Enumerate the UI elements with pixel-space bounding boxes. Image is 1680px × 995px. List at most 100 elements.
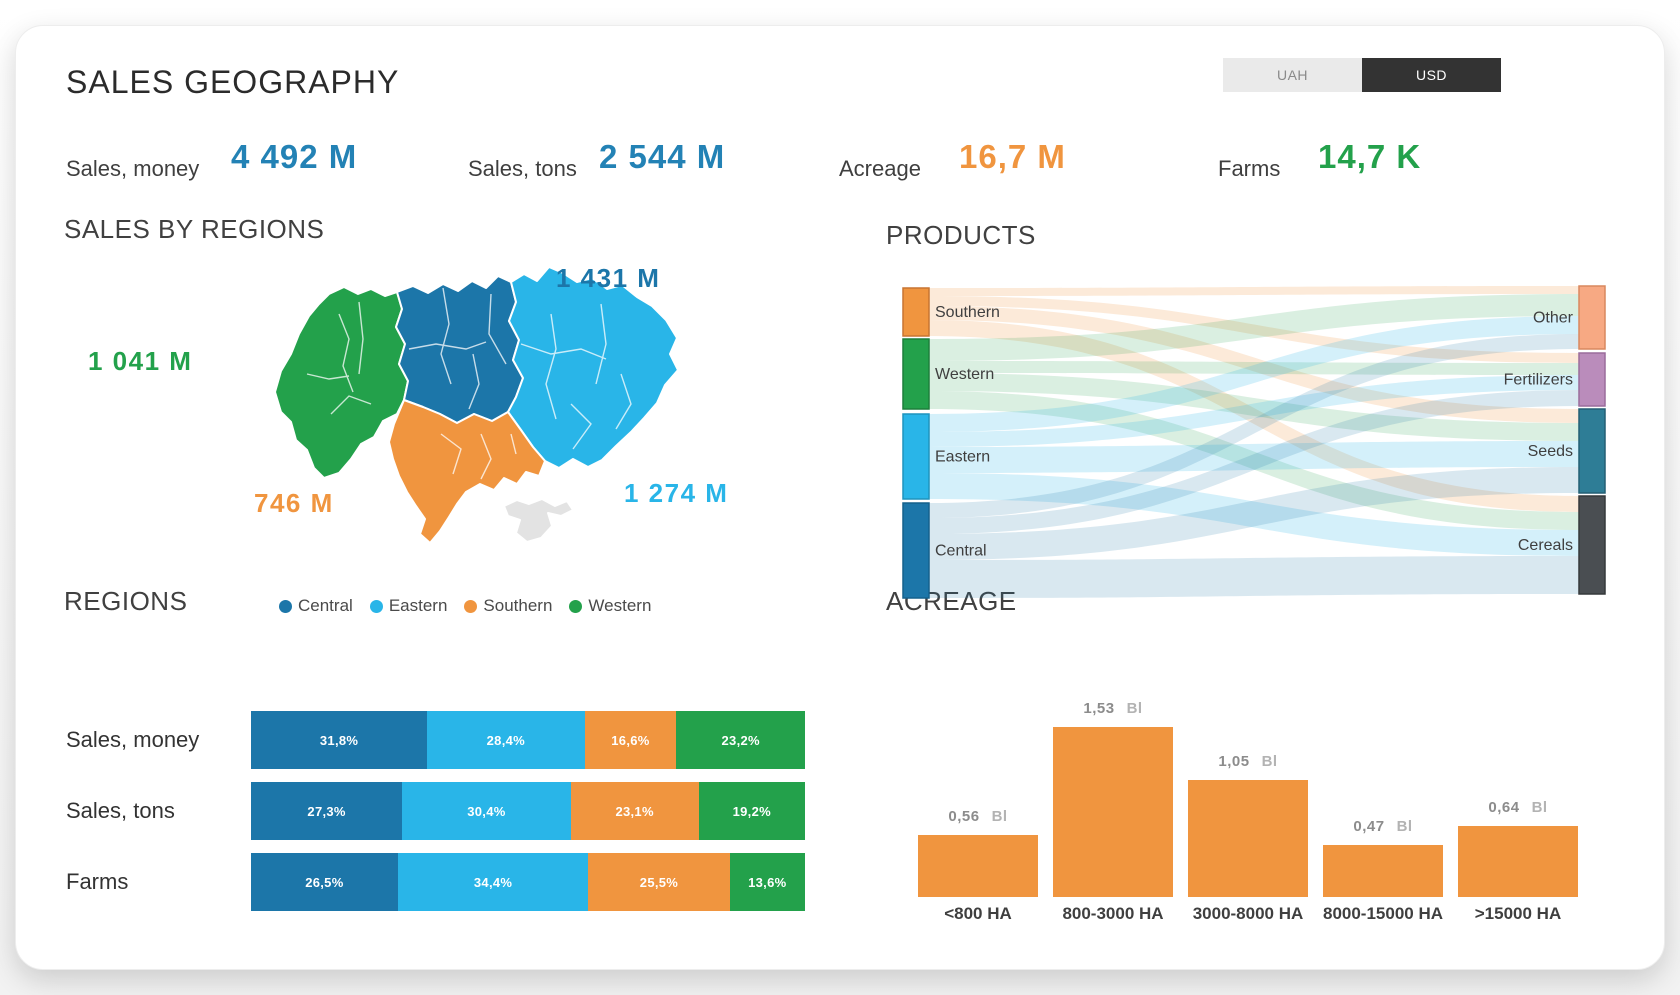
sankey-target-label-other: Other [1533, 310, 1574, 327]
regions-title: REGIONS [64, 586, 188, 616]
acreage-category-label: <800 HA [944, 904, 1012, 923]
kpi-farms-value: 14,7 K [1318, 138, 1422, 175]
stacked-row-label: Sales, tons [66, 798, 175, 823]
stacked-segment-southern[interactable]: 23,1% [570, 782, 699, 840]
sankey-node-western[interactable] [902, 338, 930, 410]
map-region-crimea[interactable] [503, 498, 574, 543]
legend-dot-eastern-icon [369, 599, 383, 613]
stacked-row: Sales, money 31,8% 28,4% 16,6% 23,2% [66, 711, 805, 769]
stacked-segment-western[interactable]: 13,6% [729, 853, 805, 911]
acreage-unit-label: Bl [991, 808, 1008, 825]
acreage-unit-label: Bl [1531, 799, 1548, 816]
page-title: SALES GEOGRAPHY [66, 64, 400, 100]
acreage-category-label: 800-3000 HA [1062, 904, 1164, 923]
stacked-segment-central[interactable]: 27,3% [251, 782, 403, 840]
sankey-link-western-cereals [929, 391, 1579, 530]
sankey-link-eastern-fertilizers [929, 375, 1579, 447]
kpi-acreage-value: 16,7 M [959, 138, 1066, 175]
legend-dot-central-icon [279, 599, 292, 613]
map-value-southern: 746 M [254, 488, 334, 518]
acreage-unit-label: Bl [1261, 753, 1278, 770]
acreage-value-label: 1,05 [1218, 753, 1250, 770]
sankey-link-eastern-cereals [929, 473, 1579, 556]
sankey-link-central-other [929, 334, 1579, 518]
legend-label-southern: Southern [483, 596, 553, 615]
kpi-sales-tons-value: 2 544 M [599, 138, 726, 175]
acreage-unit-label: Bl [1396, 818, 1413, 835]
map-region-western[interactable] [274, 286, 409, 479]
sankey-link-western-other [929, 294, 1579, 361]
sankey-node-central[interactable] [902, 502, 930, 599]
stacked-segment-eastern[interactable]: 28,4% [427, 711, 585, 769]
legend-item-southern[interactable]: Southern [464, 596, 552, 616]
acreage-value: 0,56 Bl [888, 808, 1068, 825]
sankey-source-label-eastern: Eastern [935, 449, 990, 466]
sankey-node-southern[interactable] [902, 287, 930, 337]
regions-legend: Central Eastern Southern Western [279, 596, 651, 616]
stacked-segment-eastern[interactable]: 30,4% [402, 782, 571, 840]
stacked-segment-eastern[interactable]: 34,4% [397, 853, 589, 911]
sankey-node-other[interactable] [1578, 285, 1606, 350]
legend-label-western: Western [588, 596, 652, 615]
sankey-node-fertilizers[interactable] [1578, 352, 1606, 407]
stacked-row: Farms 26,5% 34,4% 25,5% 13,6% [66, 853, 805, 911]
sankey-target-label-cereals: Cereals [1518, 537, 1573, 554]
stacked-segment-central[interactable]: 26,5% [251, 853, 398, 911]
map-region-eastern[interactable] [507, 266, 679, 469]
acreage-value: 0,47 Bl [1293, 818, 1473, 835]
sankey-link-southern-cereals [929, 320, 1579, 512]
acreage-bar[interactable] [918, 835, 1038, 897]
acreage-bar[interactable] [1323, 845, 1443, 897]
map-region-central[interactable] [395, 275, 524, 424]
stacked-row-label: Sales, money [66, 727, 200, 752]
acreage-bar[interactable] [1053, 727, 1173, 897]
sankey-link-western-fertilizers [929, 361, 1579, 375]
acreage-category-label: >15000 HA [1474, 904, 1562, 923]
dashboard-card: SALES GEOGRAPHY UAH USD Sales, money 4 4… [15, 25, 1665, 970]
legend-label-central: Central [298, 596, 353, 615]
sankey-link-eastern-other [929, 316, 1579, 432]
sankey-node-cereals[interactable] [1578, 495, 1606, 595]
legend-item-western[interactable]: Western [569, 596, 651, 616]
legend-item-central[interactable]: Central [279, 596, 353, 616]
sankey-link-southern-other [929, 286, 1579, 296]
kpi-acreage-label: Acreage [839, 156, 921, 181]
stacked-segment-central[interactable]: 31,8% [251, 711, 428, 769]
map-value-central: 1 431 M [556, 263, 661, 293]
acreage-category-label: 8000-15000 HA [1322, 904, 1444, 923]
acreage-value-label: 0,47 [1353, 818, 1385, 835]
sankey-link-southern-seeds [929, 306, 1579, 423]
acreage-bar-chart: 0,56 Bl <800 HA 1,53 Bl 800-3000 HA 1,05 Bl 3000… [903, 656, 1598, 926]
acreage-bar[interactable] [1188, 780, 1308, 897]
stacked-segment-western[interactable]: 19,2% [698, 782, 805, 840]
sankey-link-eastern-seeds [929, 441, 1579, 473]
stacked-segment-southern[interactable]: 25,5% [588, 853, 730, 911]
stacked-bar: 27,3% 30,4% 23,1% 19,2% [251, 782, 805, 840]
sankey-link-central-fertilizers [929, 390, 1579, 534]
acreage-value-label: 0,64 [1488, 799, 1520, 816]
map-value-western: 1 041 M [88, 346, 193, 376]
stacked-bar: 31,8% 28,4% 16,6% 23,2% [251, 711, 805, 769]
kpi-sales-money-label: Sales, money [66, 156, 200, 181]
sankey-target-label-fertilizers: Fertilizers [1504, 372, 1573, 389]
stacked-segment-southern[interactable]: 16,6% [584, 711, 677, 769]
map-region-southern[interactable] [388, 399, 546, 544]
currency-toggle: UAH USD [1223, 58, 1501, 92]
stacked-segment-western[interactable]: 23,2% [676, 711, 805, 769]
acreage-bar[interactable] [1458, 826, 1578, 897]
sankey-node-seeds[interactable] [1578, 408, 1606, 494]
sankey-target-label-seeds: Seeds [1528, 443, 1573, 460]
regions-stacked-chart: Sales, money 31,8% 28,4% 16,6% 23,2% Sales, t… [66, 686, 805, 916]
products-title: PRODUCTS [886, 220, 1036, 250]
stacked-bar: 26,5% 34,4% 25,5% 13,6% [251, 853, 805, 911]
currency-usd-button[interactable]: USD [1362, 58, 1501, 92]
currency-uah-button[interactable]: UAH [1223, 58, 1362, 92]
legend-item-eastern[interactable]: Eastern [369, 596, 447, 616]
sankey-node-eastern[interactable] [902, 413, 930, 500]
sankey-link-western-seeds [929, 373, 1579, 441]
sankey-link-central-seeds [929, 467, 1579, 560]
acreage-category-label: 3000-8000 HA [1192, 904, 1304, 923]
sankey-source-label-central: Central [935, 543, 987, 560]
sankey-link-central-cereals [929, 556, 1579, 598]
